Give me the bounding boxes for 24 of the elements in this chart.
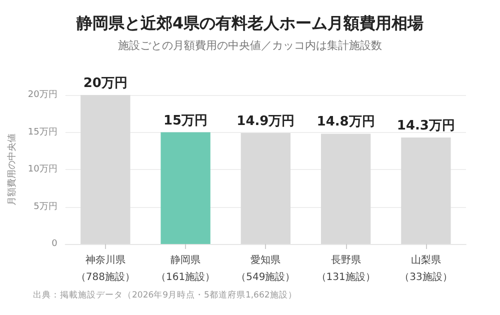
y-axis-title: 月額費用の中央値 (6, 134, 18, 206)
y-tick-label: 20万円 (28, 90, 58, 100)
x-tick-label: 愛知県（549施設） (236, 254, 296, 283)
y-tick-label: 0 (52, 239, 58, 249)
y-tick-label: 10万円 (28, 164, 58, 174)
data-label: 15万円 (164, 113, 208, 128)
y-tick-label: 5万円 (34, 202, 58, 212)
x-tick-label: 神奈川県（788施設） (76, 254, 135, 283)
x-tick-label: 静岡県（161施設） (156, 254, 216, 283)
data-label: 14.8万円 (316, 114, 375, 130)
x-tick-label: 長野県（131施設） (316, 255, 376, 283)
bar (80, 95, 130, 244)
bar (160, 132, 210, 244)
chart-subtitle: 施設ごとの月額費用の中央値／カッコ内は集計施設数 (118, 39, 382, 52)
data-label: 14.3万円 (396, 118, 455, 134)
y-tick-label: 15万円 (28, 127, 58, 138)
data-label: 14.9万円 (236, 114, 295, 129)
bar (240, 132, 291, 244)
data-label: 20万円 (83, 76, 128, 91)
x-tick-label: 山梨県（33施設） (400, 254, 452, 283)
bar (401, 137, 451, 244)
source-note: 出典：掲載施設データ（2026年9月時点・5都道府県1,662施設） (33, 290, 297, 300)
bar (320, 134, 371, 244)
chart-title: 静岡県と近郊4県の有料老人ホーム月額費用相場 (75, 14, 424, 32)
